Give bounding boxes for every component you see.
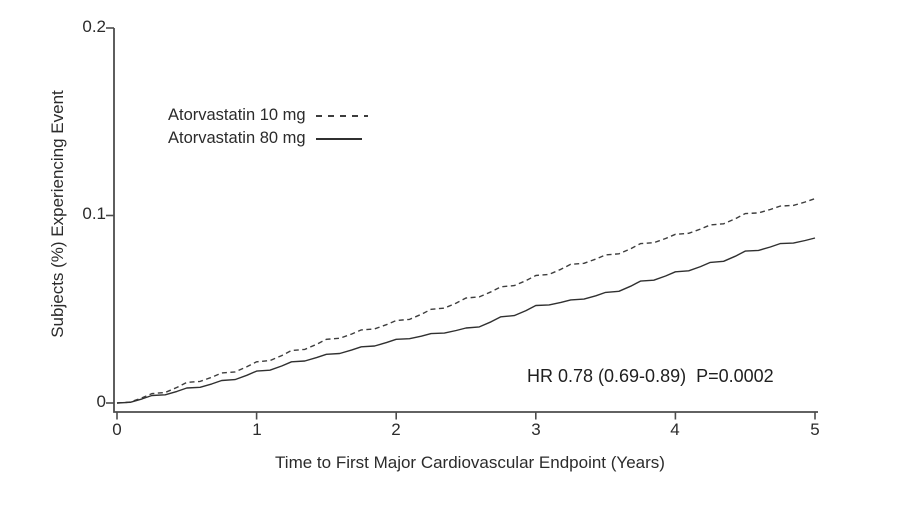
legend-label-80mg: Atorvastatin 80 mg (168, 129, 306, 147)
legend-label-10mg: Atorvastatin 10 mg (168, 106, 306, 124)
curve-atorvastatin-10-mg (116, 197, 816, 404)
hazard-ratio-annotation: HR 0.78 (0.69-0.89) P=0.0002 (527, 366, 774, 386)
y-tick-label-0.1: 0.1 (82, 204, 106, 223)
x-axis-title: Time to First Major Cardiovascular Endpo… (275, 453, 665, 472)
y-axis-title: Subjects (%) Experiencing Event (48, 90, 67, 338)
x-tick-label-3: 3 (531, 420, 541, 439)
x-tick-label-5: 5 (810, 420, 820, 439)
legend-item-atorvastatin-80mg: Atorvastatin 80 mg (168, 127, 368, 150)
x-tick-label-1: 1 (252, 420, 262, 439)
x-tick-label-0: 0 (112, 420, 122, 439)
solid-line-sample (315, 137, 362, 140)
x-tick-label-4: 4 (670, 420, 680, 439)
y-tick-label-0: 0 (96, 392, 106, 411)
dashed-line-sample (315, 114, 368, 117)
axis-spine (113, 28, 818, 413)
legend-item-atorvastatin-10mg: Atorvastatin 10 mg (168, 104, 368, 127)
y-tick-label-0.2: 0.2 (82, 17, 106, 36)
x-tick-label-2: 2 (391, 420, 401, 439)
curve-atorvastatin-80-mg (116, 237, 816, 404)
legend: Atorvastatin 10 mg Atorvastatin 80 mg (168, 104, 368, 150)
